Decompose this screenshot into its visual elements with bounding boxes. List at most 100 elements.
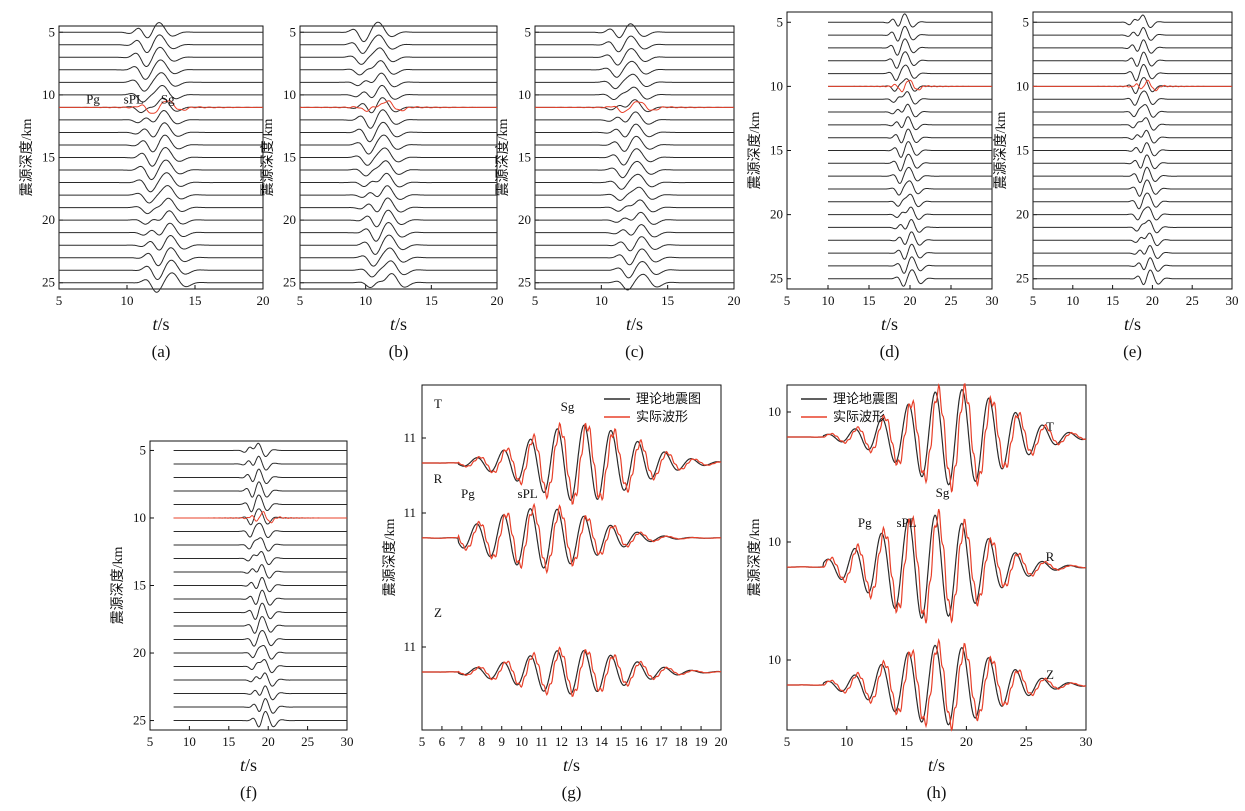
panel-label: (h) — [927, 783, 947, 802]
phase-label: sPL — [518, 486, 538, 501]
synthetic-trace — [300, 60, 497, 76]
y-tick-label: 15 — [283, 150, 296, 165]
x-tick-label: 5 — [297, 293, 304, 308]
x-tick-label: 25 — [1186, 293, 1199, 308]
y-tick-label: 5 — [140, 442, 147, 457]
y-tick-label: 10 — [770, 78, 783, 93]
x-tick-label: 20 — [262, 734, 275, 749]
x-tick-label: 20 — [1146, 293, 1159, 308]
synthetic-trace — [173, 698, 347, 714]
y-axis-label: 震源深度/km — [495, 119, 511, 197]
y-tick-label: 25 — [770, 271, 783, 286]
y-axis-label: 震源深度/km — [993, 112, 1009, 190]
synthetic-trace — [828, 180, 992, 196]
y-tick-label: 10 — [1016, 78, 1029, 93]
synthetic-trace — [828, 25, 992, 42]
panel-f: 5 10 15 20 25 30 t/s (f) 震源深度/km 5 10 15 20 25 — [110, 440, 354, 802]
x-axis-label: t/s — [626, 314, 643, 334]
synthetic-trace — [59, 234, 263, 251]
synthetic-trace — [828, 38, 992, 56]
y-tick-label: 15 — [770, 143, 783, 158]
synthetic-trace — [300, 84, 497, 100]
x-tick-label: 15 — [661, 293, 674, 308]
synthetic-trace — [300, 209, 497, 228]
synthetic-trace — [173, 564, 347, 579]
panel-e: 5 10 15 20 25 30 t/s (e) 震源深度/km 5 10 15 20 25 — [993, 11, 1239, 361]
synthetic-trace — [300, 97, 497, 114]
synthetic-trace — [535, 23, 734, 39]
y-axis-label: 震源深度/km — [260, 119, 276, 197]
legend-label-observed: 实际波形 — [833, 409, 885, 424]
phase-label: Sg — [561, 399, 575, 414]
synthetic-trace — [535, 35, 734, 53]
y-tick-label: 15 — [1016, 143, 1029, 158]
synthetic-trace — [59, 159, 263, 181]
synthetic-trace — [1033, 269, 1232, 286]
synthetic-trace — [59, 122, 263, 138]
y-tick-label: 20 — [133, 645, 146, 660]
y-tick-label: 25 — [518, 275, 531, 290]
panel-label: (b) — [389, 342, 409, 361]
synthetic-trace — [59, 222, 263, 237]
synthetic-trace — [173, 551, 347, 566]
synthetic-trace — [828, 206, 992, 220]
x-tick-label: 5 — [147, 734, 154, 749]
synthetic-trace — [59, 85, 263, 103]
panel-g: 5 6 7 8 9 10 11 12 13 14 15 16 17 18 19 20 t/s (g) 震源深度/km… — [382, 384, 728, 802]
synthetic-trace — [535, 199, 734, 213]
phase-label: Sg — [161, 91, 175, 106]
synthetic-trace — [1033, 142, 1232, 157]
x-tick-label: 15 — [425, 293, 438, 308]
synthetic-trace — [1033, 206, 1232, 221]
synthetic-trace — [59, 134, 263, 153]
y-tick-label: 5 — [525, 24, 532, 39]
y-tick-label: 20 — [283, 212, 296, 227]
synthetic-trace — [1033, 166, 1232, 184]
synthetic-trace — [173, 522, 347, 538]
x-tick-label: 15 — [1106, 293, 1119, 308]
y-tick-label: 10 — [768, 404, 781, 419]
panel-label: (g) — [562, 783, 582, 802]
synthetic-trace — [300, 273, 497, 289]
synthetic-trace — [300, 34, 497, 54]
synthetic-trace — [535, 236, 734, 252]
panel-label: (a) — [152, 342, 171, 361]
observed-trace — [300, 100, 497, 112]
plot-frame — [786, 384, 1087, 731]
synthetic-trace — [828, 103, 992, 118]
x-tick-label: 10 — [359, 293, 372, 308]
synthetic-trace — [300, 234, 497, 255]
observed-trace — [787, 382, 1087, 493]
observed-trace — [828, 79, 992, 93]
x-tick-label: 19 — [695, 734, 708, 749]
synthetic-trace — [300, 185, 497, 200]
phase-label: Sg — [936, 485, 950, 500]
x-tick-label: 30 — [986, 293, 999, 308]
x-axis-label: t/s — [881, 314, 898, 334]
synthetic-trace — [535, 148, 734, 166]
x-tick-label: 10 — [595, 293, 608, 308]
legend-label-observed: 实际波形 — [636, 409, 688, 424]
y-tick-label: 25 — [283, 275, 296, 290]
synthetic-trace — [535, 48, 734, 66]
synthetic-trace — [173, 629, 347, 647]
synthetic-trace — [173, 685, 347, 701]
synthetic-trace — [1033, 129, 1232, 144]
phase-label: sPL — [124, 91, 144, 106]
synthetic-trace — [173, 645, 347, 660]
synthetic-trace — [59, 72, 263, 92]
synthetic-trace — [535, 260, 734, 279]
synthetic-trace — [1033, 257, 1232, 272]
synthetic-trace — [59, 146, 263, 167]
synthetic-trace — [535, 173, 734, 190]
synthetic-trace — [59, 59, 263, 80]
observed-trace — [786, 508, 1087, 624]
panel-label: (f) — [240, 783, 257, 802]
y-tick-label: 5 — [1023, 14, 1030, 29]
x-tick-label: 20 — [491, 293, 504, 308]
synthetic-trace — [828, 256, 992, 274]
y-axis-label: 震源深度/km — [110, 547, 126, 625]
x-tick-label: 18 — [675, 734, 688, 749]
synthetic-trace — [300, 260, 497, 278]
synthetic-trace — [1033, 39, 1232, 54]
